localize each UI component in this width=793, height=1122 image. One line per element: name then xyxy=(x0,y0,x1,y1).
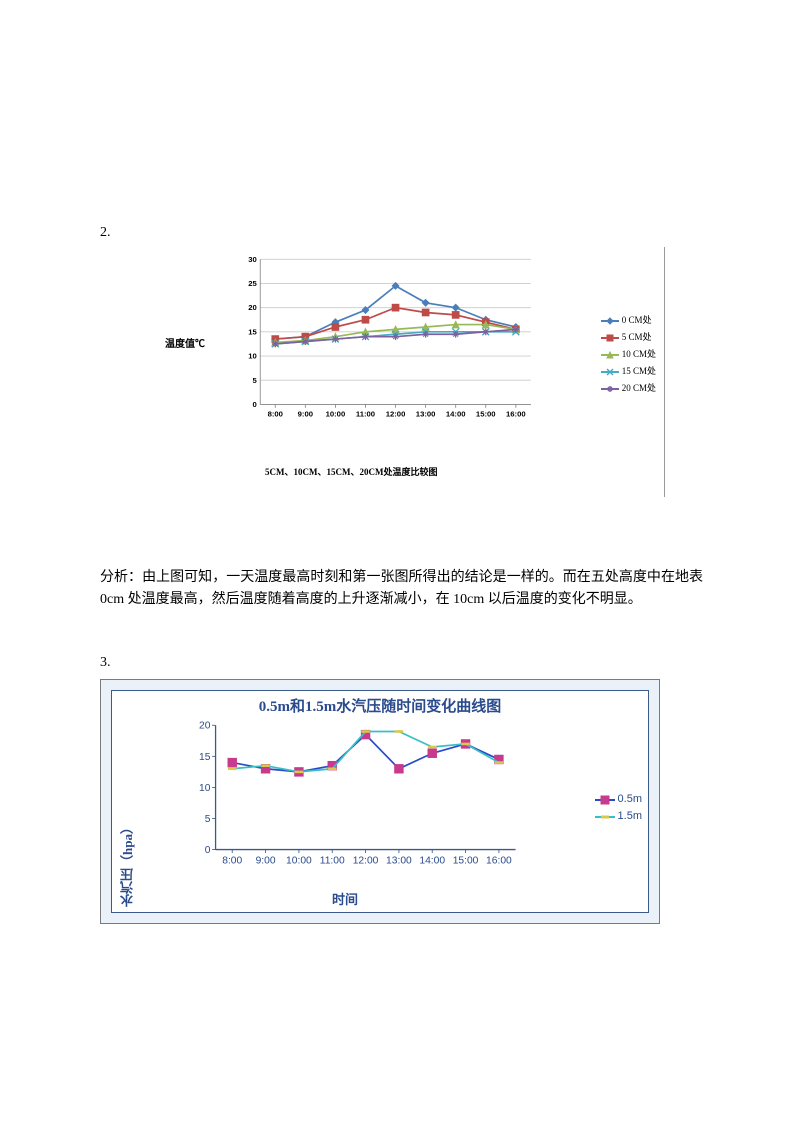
legend-label: 0 CM处 xyxy=(622,312,652,329)
svg-text:10: 10 xyxy=(248,352,257,361)
legend-label: 5 CM处 xyxy=(622,329,652,346)
svg-text:8:00: 8:00 xyxy=(222,855,242,866)
chart2-xlabel: 时间 xyxy=(332,889,358,908)
vapor-pressure-chart: 0.5m和1.5m水汽压随时间变化曲线图 水汽压（hpa） 0 5 10 15 20 8:… xyxy=(111,690,649,913)
legend-label: 1.5m xyxy=(618,808,642,825)
chart1-legend: 0 CM处5 CM处10 CM处15 CM处20 CM处 xyxy=(601,312,656,397)
chart2-legend: 0.5m1.5m xyxy=(595,791,642,825)
legend-item: 15 CM处 xyxy=(601,363,656,380)
svg-text:16:00: 16:00 xyxy=(506,409,526,418)
svg-text:25: 25 xyxy=(248,279,257,288)
legend-item: 10 CM处 xyxy=(601,346,656,363)
chart1-plot-area: 0 5 10 15 20 25 30 8:00 9:00 10:00 11:00 12:00 13:00… xyxy=(220,255,560,430)
svg-text:5: 5 xyxy=(205,814,211,825)
section-3-number: 3. xyxy=(100,655,703,671)
chart2-ylabel: 水汽压（hpa） xyxy=(118,821,137,907)
legend-item: 20 CM处 xyxy=(601,380,656,397)
legend-label: 10 CM处 xyxy=(622,346,656,363)
svg-text:15: 15 xyxy=(199,752,211,763)
legend-label: 0.5m xyxy=(618,791,642,808)
svg-text:10: 10 xyxy=(199,783,211,794)
svg-text:13:00: 13:00 xyxy=(386,855,412,866)
svg-text:5: 5 xyxy=(253,376,258,385)
legend-item: 0 CM处 xyxy=(601,312,656,329)
chart1-ylabel: 温度值℃ xyxy=(165,335,205,350)
svg-text:15:00: 15:00 xyxy=(453,855,479,866)
chart2-title: 0.5m和1.5m水汽压随时间变化曲线图 xyxy=(112,691,648,716)
svg-text:12:00: 12:00 xyxy=(353,855,379,866)
svg-text:16:00: 16:00 xyxy=(486,855,512,866)
svg-text:14:00: 14:00 xyxy=(446,409,466,418)
svg-text:8:00: 8:00 xyxy=(268,409,283,418)
chart1-caption: 5CM、10CM、15CM、20CM处温度比较图 xyxy=(265,465,437,478)
svg-text:20: 20 xyxy=(248,303,257,312)
svg-text:14:00: 14:00 xyxy=(419,855,445,866)
svg-text:20: 20 xyxy=(199,721,211,732)
legend-item: 5 CM处 xyxy=(601,329,656,346)
section-2-number: 2. xyxy=(100,225,703,241)
svg-text:9:00: 9:00 xyxy=(256,855,276,866)
svg-text:15: 15 xyxy=(248,327,257,336)
svg-text:10:00: 10:00 xyxy=(286,855,312,866)
svg-text:13:00: 13:00 xyxy=(416,409,436,418)
analysis-paragraph: 分析：由上图可知，一天温度最高时刻和第一张图所得出的结论是一样的。而在五处高度中… xyxy=(100,567,703,611)
legend-item: 0.5m xyxy=(595,791,642,808)
svg-text:9:00: 9:00 xyxy=(298,409,313,418)
chart2-plot-area: 0 5 10 15 20 8:00 9:00 10:00 11:00 12:00 13:00 14:0… xyxy=(167,721,547,871)
temperature-comparison-chart: 温度值℃ 0 5 10 15 20 25 30 8:00 9:00 10:00 11:00 12:00… xyxy=(165,247,665,497)
legend-label: 15 CM处 xyxy=(622,363,656,380)
svg-text:0: 0 xyxy=(253,400,257,409)
svg-text:30: 30 xyxy=(248,255,257,264)
svg-text:11:00: 11:00 xyxy=(320,855,345,866)
svg-text:0: 0 xyxy=(205,845,211,856)
svg-text:12:00: 12:00 xyxy=(386,409,406,418)
legend-label: 20 CM处 xyxy=(622,380,656,397)
svg-text:10:00: 10:00 xyxy=(326,409,346,418)
svg-text:15:00: 15:00 xyxy=(476,409,496,418)
vapor-pressure-chart-outer: 0.5m和1.5m水汽压随时间变化曲线图 水汽压（hpa） 0 5 10 15 20 8:… xyxy=(100,679,660,924)
legend-item: 1.5m xyxy=(595,808,642,825)
svg-text:11:00: 11:00 xyxy=(356,409,375,418)
